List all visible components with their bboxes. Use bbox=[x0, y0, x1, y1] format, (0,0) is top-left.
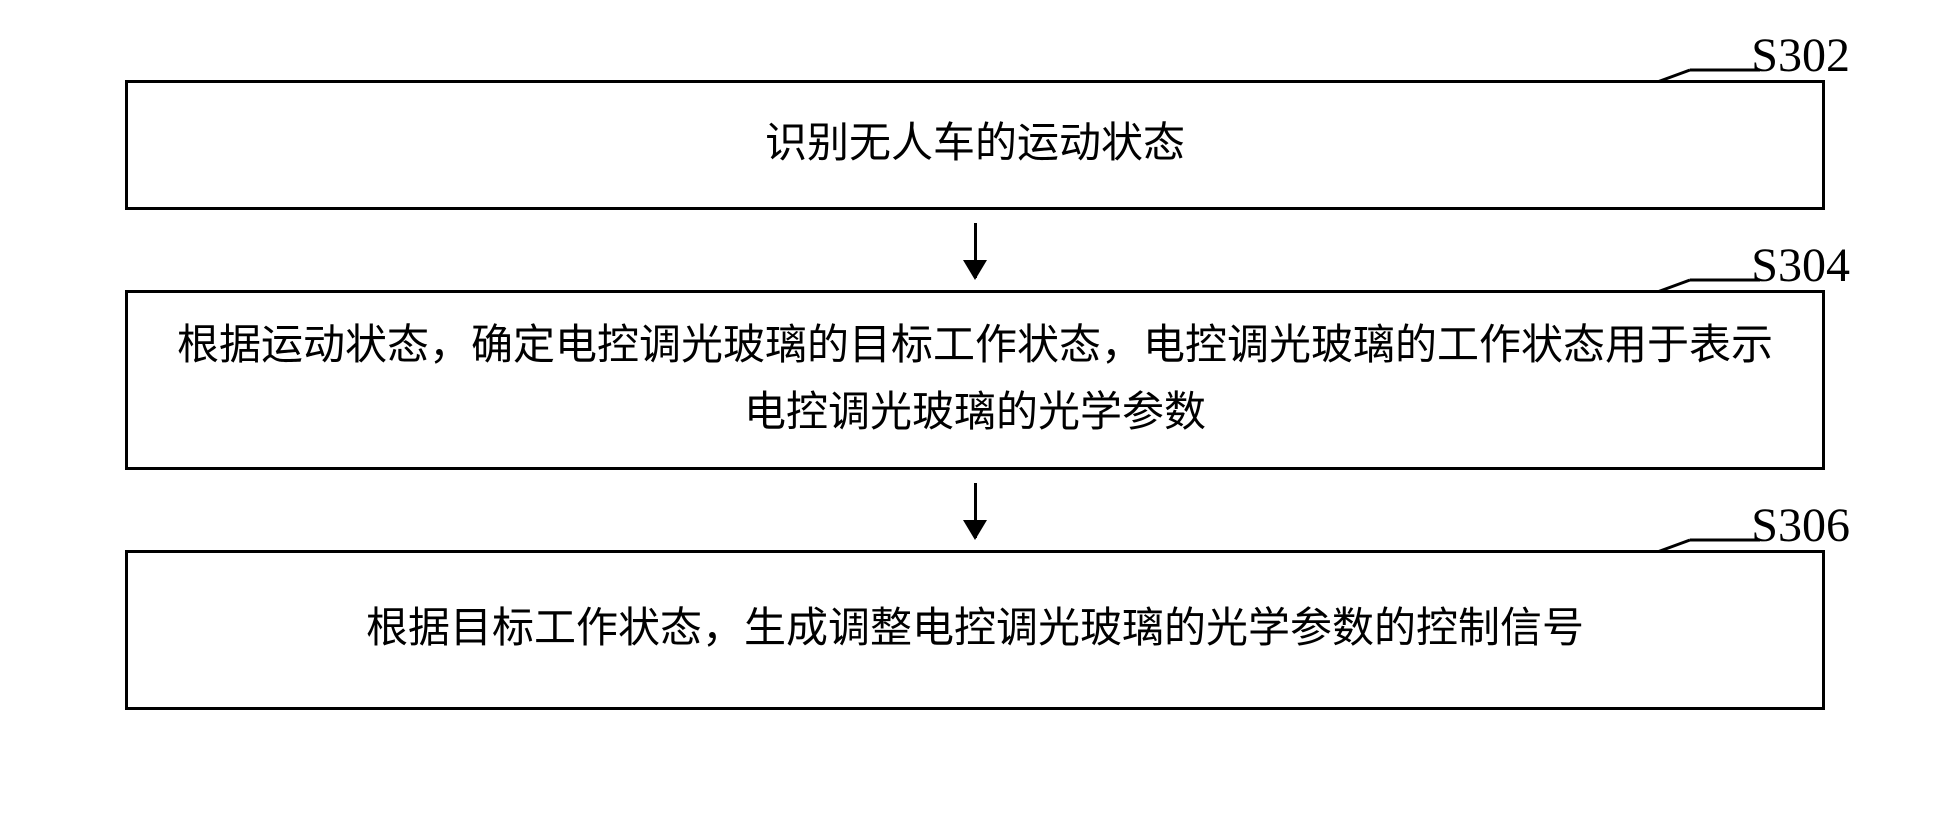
step-s306-container: S306 根据目标工作状态，生成调整电控调光玻璃的光学参数的控制信号 bbox=[50, 550, 1900, 710]
step-label-s306: S306 bbox=[1751, 498, 1850, 553]
step-text-s304: 根据运动状态，确定电控调光玻璃的目标工作状态，电控调光玻璃的工作状态用于表示电控… bbox=[168, 313, 1782, 447]
flowchart-container: S302 识别无人车的运动状态 S304 根据运动状态，确定电控调光玻璃的目标工… bbox=[50, 30, 1900, 710]
step-label-s304: S304 bbox=[1751, 238, 1850, 293]
arrow-icon bbox=[974, 483, 977, 538]
step-box-s306: 根据目标工作状态，生成调整电控调光玻璃的光学参数的控制信号 bbox=[125, 550, 1825, 710]
step-s304-container: S304 根据运动状态，确定电控调光玻璃的目标工作状态，电控调光玻璃的工作状态用… bbox=[50, 290, 1900, 470]
step-box-s302: 识别无人车的运动状态 bbox=[125, 80, 1825, 210]
step-text-s302: 识别无人车的运动状态 bbox=[765, 111, 1185, 178]
step-s302-container: S302 识别无人车的运动状态 bbox=[50, 80, 1900, 210]
arrow-icon bbox=[974, 223, 977, 278]
step-text-s306: 根据目标工作状态，生成调整电控调光玻璃的光学参数的控制信号 bbox=[366, 596, 1584, 663]
step-box-s304: 根据运动状态，确定电控调光玻璃的目标工作状态，电控调光玻璃的工作状态用于表示电控… bbox=[125, 290, 1825, 470]
step-label-s302: S302 bbox=[1751, 28, 1850, 83]
